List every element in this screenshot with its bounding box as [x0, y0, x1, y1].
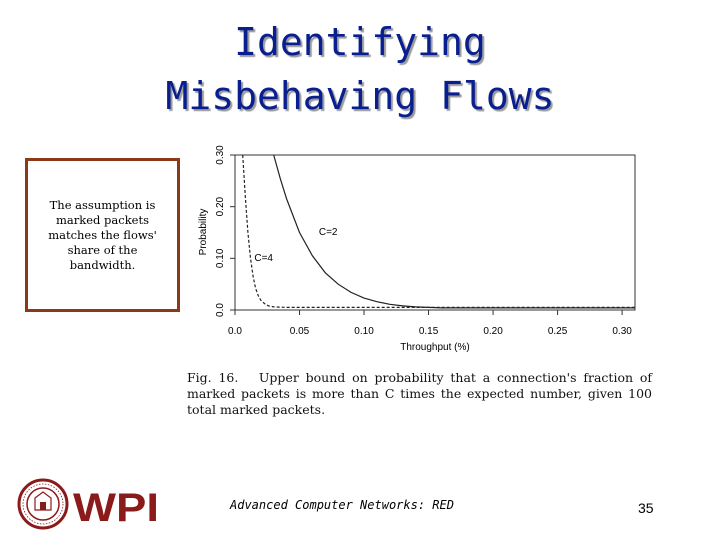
- x-tick-label: 0.25: [548, 326, 568, 337]
- x-tick-label: 0.15: [419, 326, 439, 337]
- y-tick-label: 0.10: [215, 248, 226, 268]
- x-tick-label: 0.05: [290, 326, 310, 337]
- probability-chart: C=2C=4 0.0 0.05 0.10 0.15 0.20 0.25 0.30 0.00.…: [198, 145, 636, 353]
- x-axis: 0.0 0.05 0.10 0.15 0.20 0.25 0.30: [228, 310, 632, 337]
- slide-title-line1: Identifying: [234, 20, 486, 64]
- x-tick-label: 0.10: [354, 326, 374, 337]
- plot-frame: [234, 154, 636, 311]
- assumption-note-text: The assumption is marked packets matches…: [48, 197, 157, 272]
- y-tick-label: 0.20: [215, 196, 226, 216]
- y-tick-label: 0.30: [215, 145, 226, 165]
- series-line-c2: [273, 154, 635, 309]
- wpi-logo: WPI: [17, 478, 159, 530]
- slide-title-line2: Misbehaving Flows: [165, 74, 555, 118]
- figure-caption-label: Fig. 16.: [187, 370, 239, 385]
- wpi-seal-icon: [17, 478, 69, 530]
- figure-caption: Fig. 16. Upper bound on probability that…: [187, 370, 652, 418]
- series-annotation: C=4: [254, 253, 273, 264]
- figure-caption-text: Upper bound on probability that a connec…: [187, 370, 653, 417]
- y-axis-label: Probability: [198, 209, 209, 256]
- footer-text: Advanced Computer Networks: RED: [230, 498, 454, 512]
- x-tick-label: 0.30: [612, 326, 632, 337]
- page-number: 35: [638, 500, 654, 516]
- wpi-logo-text: WPI: [73, 486, 159, 530]
- series-annotation: C=2: [319, 227, 338, 238]
- y-axis: 0.0 0.10 0.20 0.30: [215, 145, 235, 317]
- x-tick-label: 0.0: [228, 326, 242, 337]
- x-tick-label: 0.20: [483, 326, 503, 337]
- x-axis-label: Throughput (%): [400, 342, 469, 353]
- assumption-note-box: The assumption is marked packets matches…: [25, 158, 180, 312]
- series-line-c4: [242, 154, 635, 308]
- plot-area: C=2 C=4: [242, 154, 635, 309]
- y-tick-label: 0.0: [215, 303, 226, 317]
